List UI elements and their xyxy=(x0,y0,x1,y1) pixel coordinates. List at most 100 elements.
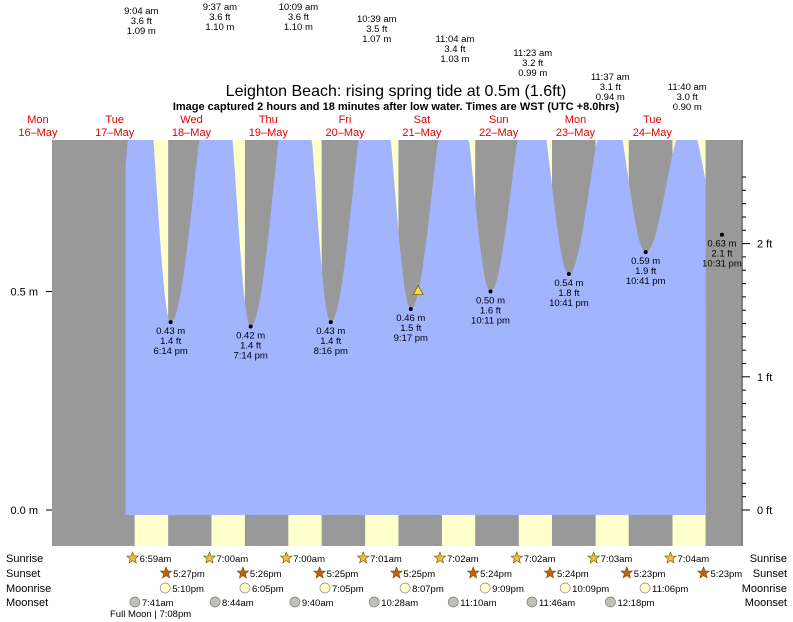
row-label-left: Sunrise xyxy=(6,553,43,565)
high-tide-ft: 3.4 ft xyxy=(444,44,465,55)
day-name: Wed xyxy=(180,114,202,126)
low-tide-ft: 1.4 ft xyxy=(160,336,181,347)
sunrise-icon xyxy=(587,551,601,564)
row-label-right: Sunrise xyxy=(750,553,787,565)
full-moon-label: Full Moon | 7:08pm xyxy=(110,609,191,620)
sun-moon-rows: Sunrise Sunrise Sunset Sunset Moonrise Moonri… xyxy=(6,551,787,620)
moonrise-icon xyxy=(319,582,331,594)
low-tide-time: 6:14 pm xyxy=(153,346,187,357)
low-tide-time: 7:14 pm xyxy=(233,350,267,361)
sunrise-time: 7:02am xyxy=(524,554,556,565)
sunset-time: 5:24pm xyxy=(557,569,589,580)
low-tide-time: 10:41 pm xyxy=(549,298,589,309)
moonset-time: 11:10am xyxy=(460,598,496,609)
right-axis-label: 2 ft xyxy=(757,239,772,251)
sunset-icon xyxy=(313,566,327,579)
day-name: Mon xyxy=(27,114,48,126)
low-tide-ft: 2.1 ft xyxy=(711,249,732,260)
row-label-left: Moonrise xyxy=(6,583,51,595)
sunrise-time: 7:00am xyxy=(217,554,249,565)
moonset-time: 8:44am xyxy=(222,598,254,609)
moonset-time: 7:41am xyxy=(142,598,174,609)
high-tide-time: 9:37 am xyxy=(203,2,237,13)
low-tide-m: 0.59 m xyxy=(631,256,660,267)
moonset-time: 11:46am xyxy=(539,598,575,609)
sunset-icon xyxy=(159,566,173,579)
high-tide-ft: 3.6 ft xyxy=(288,12,309,23)
sunset-icon xyxy=(620,566,634,579)
low-tide-ft: 1.4 ft xyxy=(240,340,261,351)
low-tide-time: 10:41 pm xyxy=(626,276,666,287)
moonrise-icon xyxy=(639,582,651,594)
day-date: 17–May xyxy=(95,127,135,139)
low-tide-m: 0.54 m xyxy=(554,278,583,289)
axes: 0.0 m 0.5 m 0 ft 1 ft 2 ft xyxy=(10,140,772,546)
plot-area xyxy=(52,140,741,546)
moonrise-time: 8:07pm xyxy=(412,584,444,595)
sunrise-icon xyxy=(356,551,370,564)
moonset-icon xyxy=(605,596,616,608)
left-axis-label: 0.5 m xyxy=(10,287,38,299)
moonset-icon xyxy=(447,596,459,608)
sunrise-time: 6:59am xyxy=(140,554,172,565)
low-tide-ft: 1.9 ft xyxy=(635,266,656,277)
sunrise-icon xyxy=(510,551,524,564)
day-date: 22–May xyxy=(479,127,519,139)
day-date: 18–May xyxy=(172,127,212,139)
moonset-icon xyxy=(526,596,538,608)
high-tide-time: 10:09 am xyxy=(279,2,319,13)
moonrise-icon xyxy=(159,582,171,594)
moonrise-icon xyxy=(559,582,571,594)
sunset-icon xyxy=(466,566,480,579)
low-tide-point xyxy=(488,289,493,294)
sunset-icon xyxy=(697,566,710,579)
row-label-right: Sunset xyxy=(753,568,787,580)
day-name: Sat xyxy=(414,114,431,126)
sunset-icon xyxy=(543,566,557,579)
moonset-icon xyxy=(368,596,380,608)
day-name: Fri xyxy=(339,114,352,126)
high-tide-m: 0.94 m xyxy=(596,92,625,103)
day-date: 20–May xyxy=(326,127,366,139)
moonset-icon xyxy=(289,596,301,608)
sunset-time: 5:23pm xyxy=(711,569,743,580)
moonset-time: 10:28am xyxy=(381,598,418,609)
moonset-icon xyxy=(209,596,221,608)
high-tide-time: 11:37 am xyxy=(591,72,630,83)
right-axis-label: 1 ft xyxy=(757,372,772,384)
high-tide-time: 11:04 am xyxy=(435,34,474,45)
low-tide-m: 0.43 m xyxy=(316,326,345,337)
day-date: 16–May xyxy=(18,127,58,139)
sunrise-icon xyxy=(664,551,677,564)
low-tide-point xyxy=(328,320,333,325)
sunset-time: 5:24pm xyxy=(480,569,512,580)
day-name: Sun xyxy=(489,114,509,126)
low-tide-point xyxy=(719,232,724,237)
day-labels: Mon16–MayTue17–MayWed18–MayThu19–MayFri2… xyxy=(18,114,672,139)
low-tide-ft: 1.4 ft xyxy=(320,336,341,347)
low-tide-time: 9:17 pm xyxy=(394,333,428,344)
high-tide-ft: 3.2 ft xyxy=(522,58,543,69)
row-label-left: Sunset xyxy=(6,568,40,580)
moonrise-icon xyxy=(239,582,251,594)
day-date: 23–May xyxy=(556,127,596,139)
chart-title: Leighton Beach: rising spring tide at 0.… xyxy=(226,83,567,100)
low-tide-time: 8:16 pm xyxy=(314,346,348,357)
sunrise-icon xyxy=(126,551,140,564)
sunset-time: 5:25pm xyxy=(403,569,435,580)
tide-curve xyxy=(125,140,706,515)
low-tide-point xyxy=(248,324,253,329)
row-label-right: Moonrise xyxy=(742,583,787,595)
low-tide-point xyxy=(643,250,648,255)
moonrise-time: 7:05pm xyxy=(332,584,364,595)
high-tide-m: 1.07 m xyxy=(362,34,391,45)
moonrise-icon xyxy=(399,582,411,594)
sunrise-time: 7:03am xyxy=(601,554,633,565)
day-name: Tue xyxy=(105,114,124,126)
low-tide-m: 0.63 m xyxy=(707,239,736,250)
moonset-icon xyxy=(129,596,141,608)
tide-labels: 9:04 am3.6 ft1.09 m9:37 am3.6 ft1.10 m10… xyxy=(124,2,742,361)
row-label-left: Moonset xyxy=(6,597,48,609)
sunrise-time: 7:04am xyxy=(678,554,710,565)
